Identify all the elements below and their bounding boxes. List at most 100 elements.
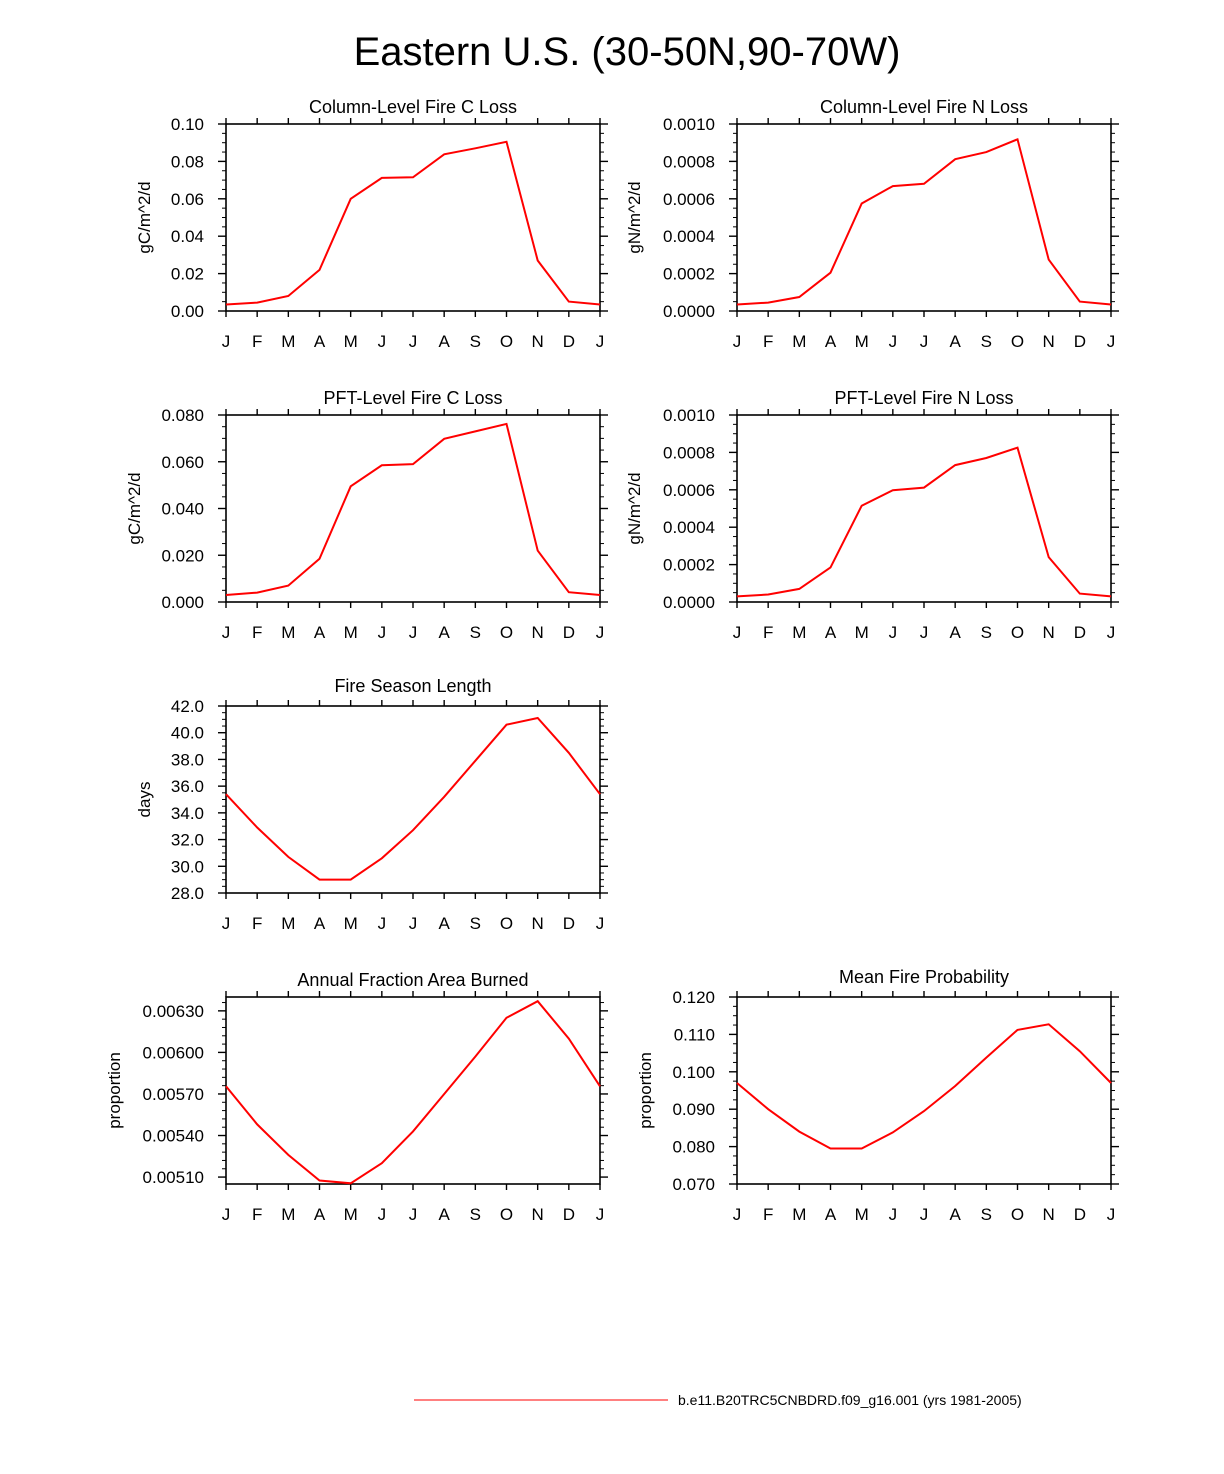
x-tick-label: M	[281, 1205, 295, 1224]
y-tick-label: 36.0	[171, 777, 204, 796]
legend: b.e11.B20TRC5CNBDRD.f09_g16.001 (yrs 198…	[414, 1392, 1022, 1408]
x-tick-label: O	[1011, 332, 1024, 351]
x-tick-label: J	[222, 1205, 231, 1224]
series-line	[225, 716, 601, 881]
x-tick-label: A	[314, 623, 326, 642]
x-tick-label: F	[252, 1205, 262, 1224]
y-tick-label: 0.0008	[663, 152, 715, 171]
x-tick-label: A	[949, 332, 961, 351]
y-tick-label: 0.0000	[663, 593, 715, 612]
chart-title: Mean Fire Probability	[839, 967, 1009, 987]
x-tick-label: A	[825, 332, 837, 351]
x-tick-label: D	[563, 623, 575, 642]
y-tick-label: 40.0	[171, 724, 204, 743]
y-tick-label: 0.00570	[143, 1085, 204, 1104]
y-tick-label: 0.120	[672, 988, 715, 1007]
chart-title: Fire Season Length	[334, 676, 491, 696]
x-tick-label: N	[1043, 1205, 1055, 1224]
x-tick-label: M	[281, 332, 295, 351]
x-tick-label: A	[438, 1205, 450, 1224]
x-tick-label: F	[763, 332, 773, 351]
x-tick-label: D	[1074, 623, 1086, 642]
y-tick-label: 0.00600	[143, 1043, 204, 1062]
x-tick-label: J	[409, 332, 418, 351]
y-tick-label: 0.00630	[143, 1002, 204, 1021]
x-tick-label: D	[563, 1205, 575, 1224]
series-line	[736, 1023, 1112, 1150]
y-tick-label: 0.040	[161, 500, 204, 519]
x-tick-label: M	[344, 332, 358, 351]
x-tick-label: J	[920, 1205, 929, 1224]
x-tick-label: J	[378, 1205, 387, 1224]
x-tick-label: A	[438, 623, 450, 642]
x-tick-label: J	[378, 332, 387, 351]
x-tick-label: J	[596, 914, 605, 933]
x-tick-label: A	[949, 1205, 961, 1224]
x-tick-label: S	[981, 332, 992, 351]
x-tick-label: N	[1043, 332, 1055, 351]
x-tick-label: A	[314, 914, 326, 933]
x-tick-label: J	[409, 1205, 418, 1224]
x-tick-label: O	[500, 623, 513, 642]
x-tick-label: J	[733, 332, 742, 351]
y-axis-label: days	[135, 782, 154, 818]
y-tick-label: 0.020	[161, 546, 204, 565]
x-tick-label: A	[825, 1205, 837, 1224]
x-tick-label: S	[470, 623, 481, 642]
x-tick-label: M	[855, 332, 869, 351]
x-tick-label: M	[344, 1205, 358, 1224]
y-tick-label: 0.0002	[663, 265, 715, 284]
x-tick-label: J	[596, 332, 605, 351]
series-line	[736, 446, 1112, 598]
x-tick-label: O	[1011, 1205, 1024, 1224]
y-axis-label: gC/m^2/d	[125, 472, 144, 544]
y-tick-label: 0.00540	[143, 1127, 204, 1146]
series-line	[225, 422, 601, 596]
x-tick-label: N	[532, 332, 544, 351]
x-tick-label: N	[1043, 623, 1055, 642]
x-tick-label: M	[281, 914, 295, 933]
x-tick-label: J	[222, 914, 231, 933]
x-tick-label: A	[825, 623, 837, 642]
x-tick-label: J	[409, 623, 418, 642]
y-tick-label: 0.04	[171, 227, 204, 246]
x-tick-label: M	[344, 623, 358, 642]
plot-frame	[225, 123, 601, 312]
x-tick-label: D	[1074, 1205, 1086, 1224]
y-tick-label: 0.0006	[663, 481, 715, 500]
y-tick-label: 0.10	[171, 115, 204, 134]
chart-title: Column-Level Fire C Loss	[309, 97, 517, 117]
x-tick-label: N	[532, 914, 544, 933]
plot-frame	[225, 996, 601, 1185]
x-tick-label: D	[563, 332, 575, 351]
x-tick-label: J	[920, 623, 929, 642]
y-tick-label: 28.0	[171, 884, 204, 903]
y-tick-label: 0.080	[672, 1138, 715, 1157]
x-tick-label: J	[889, 623, 898, 642]
y-axis-label: proportion	[636, 1052, 655, 1129]
y-tick-label: 32.0	[171, 831, 204, 850]
plot-frame	[736, 414, 1112, 603]
series-line	[225, 999, 601, 1185]
y-tick-label: 30.0	[171, 857, 204, 876]
x-tick-label: J	[1107, 332, 1116, 351]
x-tick-label: J	[409, 914, 418, 933]
x-tick-label: F	[763, 1205, 773, 1224]
y-tick-label: 0.100	[672, 1063, 715, 1082]
y-tick-label: 0.070	[672, 1175, 715, 1194]
y-tick-label: 38.0	[171, 750, 204, 769]
chart-title: Annual Fraction Area Burned	[297, 970, 528, 990]
x-tick-label: S	[470, 332, 481, 351]
y-axis-label: proportion	[105, 1052, 124, 1129]
x-tick-label: O	[500, 1205, 513, 1224]
x-tick-label: M	[792, 623, 806, 642]
x-tick-label: J	[920, 332, 929, 351]
y-tick-label: 42.0	[171, 697, 204, 716]
x-tick-label: F	[252, 914, 262, 933]
